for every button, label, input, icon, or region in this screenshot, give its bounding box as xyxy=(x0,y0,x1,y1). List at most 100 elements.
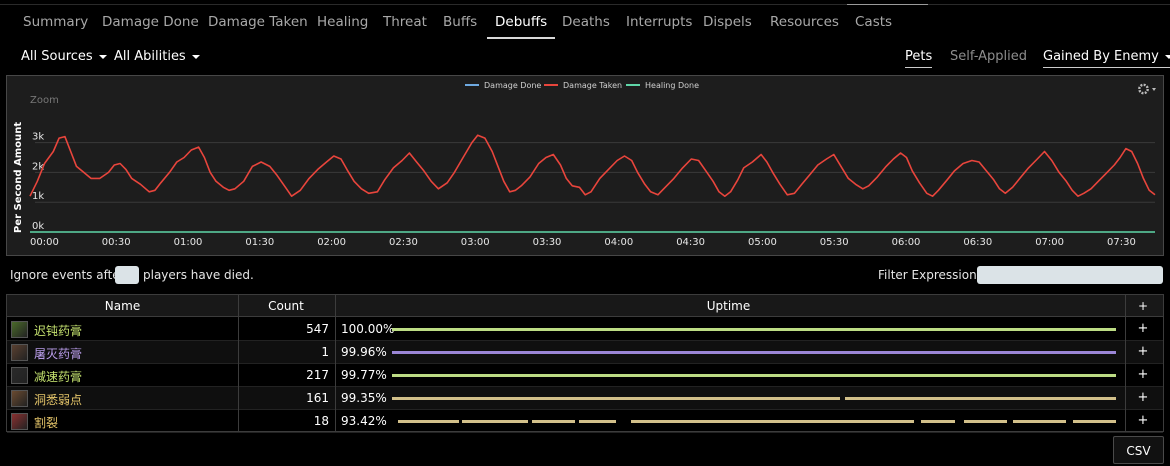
uptime-bar-segment xyxy=(578,420,617,423)
table-row[interactable]: 洞悉弱点 161 99.35% + xyxy=(7,387,1163,410)
uptime-percent: 99.35% xyxy=(341,391,387,405)
uptime-bar-segment xyxy=(844,397,1116,400)
uptime-bar-segment xyxy=(531,420,576,423)
chart-svg: 0k 1k 2k 3k Zoom Per Second Amount 00:00 00:30 0… xyxy=(13,81,1156,248)
debuff-count: 1 xyxy=(321,345,329,359)
x-tick-label: 01:00 xyxy=(174,237,203,248)
debuff-name[interactable]: 减速药膏 xyxy=(34,370,83,384)
tab-debuffs[interactable]: Debuffs xyxy=(486,9,556,39)
uptime-bar-segment xyxy=(392,374,1116,377)
gained-by-dropdown[interactable]: Gained By Enemy xyxy=(1043,49,1170,68)
debuff-count: 18 xyxy=(313,414,329,428)
tab-interrupts[interactable]: Interrupts xyxy=(626,14,693,30)
header-expand-all[interactable]: + xyxy=(1137,299,1149,313)
expand-row-button[interactable]: + xyxy=(1137,413,1149,428)
column-divider xyxy=(238,295,239,432)
table-row[interactable]: 迟钝药膏 547 100.00% + xyxy=(7,318,1163,341)
tab-deaths[interactable]: Deaths xyxy=(562,14,610,30)
uptime-bar-segment xyxy=(963,420,1008,423)
header-name[interactable]: Name xyxy=(104,299,141,313)
uptime-percent: 93.42% xyxy=(341,414,387,428)
tab-dispels[interactable]: Dispels xyxy=(703,14,752,30)
x-tick-label: 02:30 xyxy=(389,237,418,248)
expand-row-button[interactable]: + xyxy=(1137,321,1149,336)
debuff-icon xyxy=(11,321,28,338)
tab-buffs[interactable]: Buffs xyxy=(443,14,478,30)
x-tick-label: 05:00 xyxy=(748,237,777,248)
x-tick-label: 04:30 xyxy=(676,237,705,248)
debuff-name[interactable]: 洞悉弱点 xyxy=(34,393,83,407)
gear-icon xyxy=(1138,83,1156,95)
tab-damage-taken[interactable]: Damage Taken xyxy=(208,14,308,30)
tab-bar-highlight xyxy=(847,4,928,5)
filter-expression-input[interactable] xyxy=(977,266,1163,284)
x-tick-label: 03:00 xyxy=(461,237,490,248)
ignore-suffix: players have died. xyxy=(143,268,254,282)
tab-damage-done[interactable]: Damage Done xyxy=(102,14,199,30)
y-tick-label: 3k xyxy=(32,132,44,143)
x-tick-label: 07:00 xyxy=(1035,237,1064,248)
ignore-label: Ignore events after xyxy=(10,268,125,282)
tab-bar: Summary Damage Done Damage Taken Healing… xyxy=(0,0,1170,40)
y-tick-label: 2k xyxy=(32,161,44,172)
uptime-bar-segment xyxy=(397,420,459,423)
uptime-percent: 99.77% xyxy=(341,368,387,382)
sources-label: All Sources xyxy=(21,49,93,64)
uptime-percent: 100.00% xyxy=(341,322,395,336)
csv-button[interactable]: CSV xyxy=(1113,436,1164,464)
debuff-count: 547 xyxy=(306,322,329,336)
y-tick-label: 1k xyxy=(32,191,44,202)
table-header: Name Count Uptime + xyxy=(7,295,1163,317)
chevron-down-icon xyxy=(1164,54,1170,59)
table-row[interactable]: 屠灭药膏 1 99.96% + xyxy=(7,341,1163,364)
chart-settings-button[interactable] xyxy=(1137,82,1157,96)
uptime-bar-segment xyxy=(1072,420,1116,423)
sources-dropdown[interactable]: All Sources xyxy=(21,49,107,64)
x-tick-label: 07:30 xyxy=(1107,237,1136,248)
uptime-bar-segment xyxy=(1013,420,1067,423)
debuff-icon xyxy=(11,413,28,430)
debuff-count: 217 xyxy=(306,368,329,382)
tab-threat[interactable]: Threat xyxy=(383,14,427,30)
legend-label: Healing Done xyxy=(645,81,699,90)
expand-row-button[interactable]: + xyxy=(1137,367,1149,382)
uptime-bar-segment xyxy=(462,420,529,423)
tab-summary[interactable]: Summary xyxy=(23,14,89,30)
legend-label: Damage Done xyxy=(484,81,541,90)
header-count[interactable]: Count xyxy=(268,299,304,313)
ignore-row: Ignore events after players have died. F… xyxy=(0,264,1170,286)
zoom-label: Zoom xyxy=(30,95,59,106)
chevron-down-icon xyxy=(98,54,107,59)
x-tick-label: 00:00 xyxy=(30,237,59,248)
debuff-name[interactable]: 割裂 xyxy=(34,416,59,430)
debuff-count: 161 xyxy=(306,391,329,405)
debuff-name[interactable]: 迟钝药膏 xyxy=(34,324,83,338)
header-uptime[interactable]: Uptime xyxy=(706,299,751,313)
pets-toggle[interactable]: Pets xyxy=(905,49,933,68)
y-tick-label: 0k xyxy=(32,221,44,232)
expand-row-button[interactable]: + xyxy=(1137,344,1149,359)
debuff-icon xyxy=(11,390,28,407)
table-row[interactable]: 减速药膏 217 99.77% + xyxy=(7,364,1163,387)
self-applied-toggle[interactable]: Self-Applied xyxy=(950,49,1028,64)
gained-by-label: Gained By Enemy xyxy=(1043,49,1159,64)
tab-resources[interactable]: Resources xyxy=(770,14,839,30)
tab-healing[interactable]: Healing xyxy=(317,14,369,30)
uptime-bar-segment xyxy=(920,420,956,423)
table-row[interactable]: 割裂 18 93.42% + xyxy=(7,410,1163,433)
x-tick-label: 04:00 xyxy=(604,237,633,248)
damage-taken-line xyxy=(29,134,1156,197)
x-tick-label: 00:30 xyxy=(102,237,131,248)
expand-row-button[interactable]: + xyxy=(1137,390,1149,405)
abilities-dropdown[interactable]: All Abilities xyxy=(114,49,200,64)
column-divider xyxy=(335,295,336,432)
uptime-bar-segment xyxy=(392,351,1116,354)
tab-casts[interactable]: Casts xyxy=(855,14,893,30)
debuffs-table: Name Count Uptime + 迟钝药膏 547 100.00% + 屠灭药膏 1… xyxy=(6,294,1164,433)
filter-row: All Sources All Abilities Pets Self-Appl… xyxy=(0,46,1170,70)
uptime-chart[interactable]: 0k 1k 2k 3k Zoom Per Second Amount 00:00 00:30 0… xyxy=(6,75,1164,256)
debuff-name[interactable]: 屠灭药膏 xyxy=(34,347,83,361)
death-count-input[interactable] xyxy=(115,266,139,284)
legend-label: Damage Taken xyxy=(563,81,622,90)
debuff-icon xyxy=(11,344,28,361)
